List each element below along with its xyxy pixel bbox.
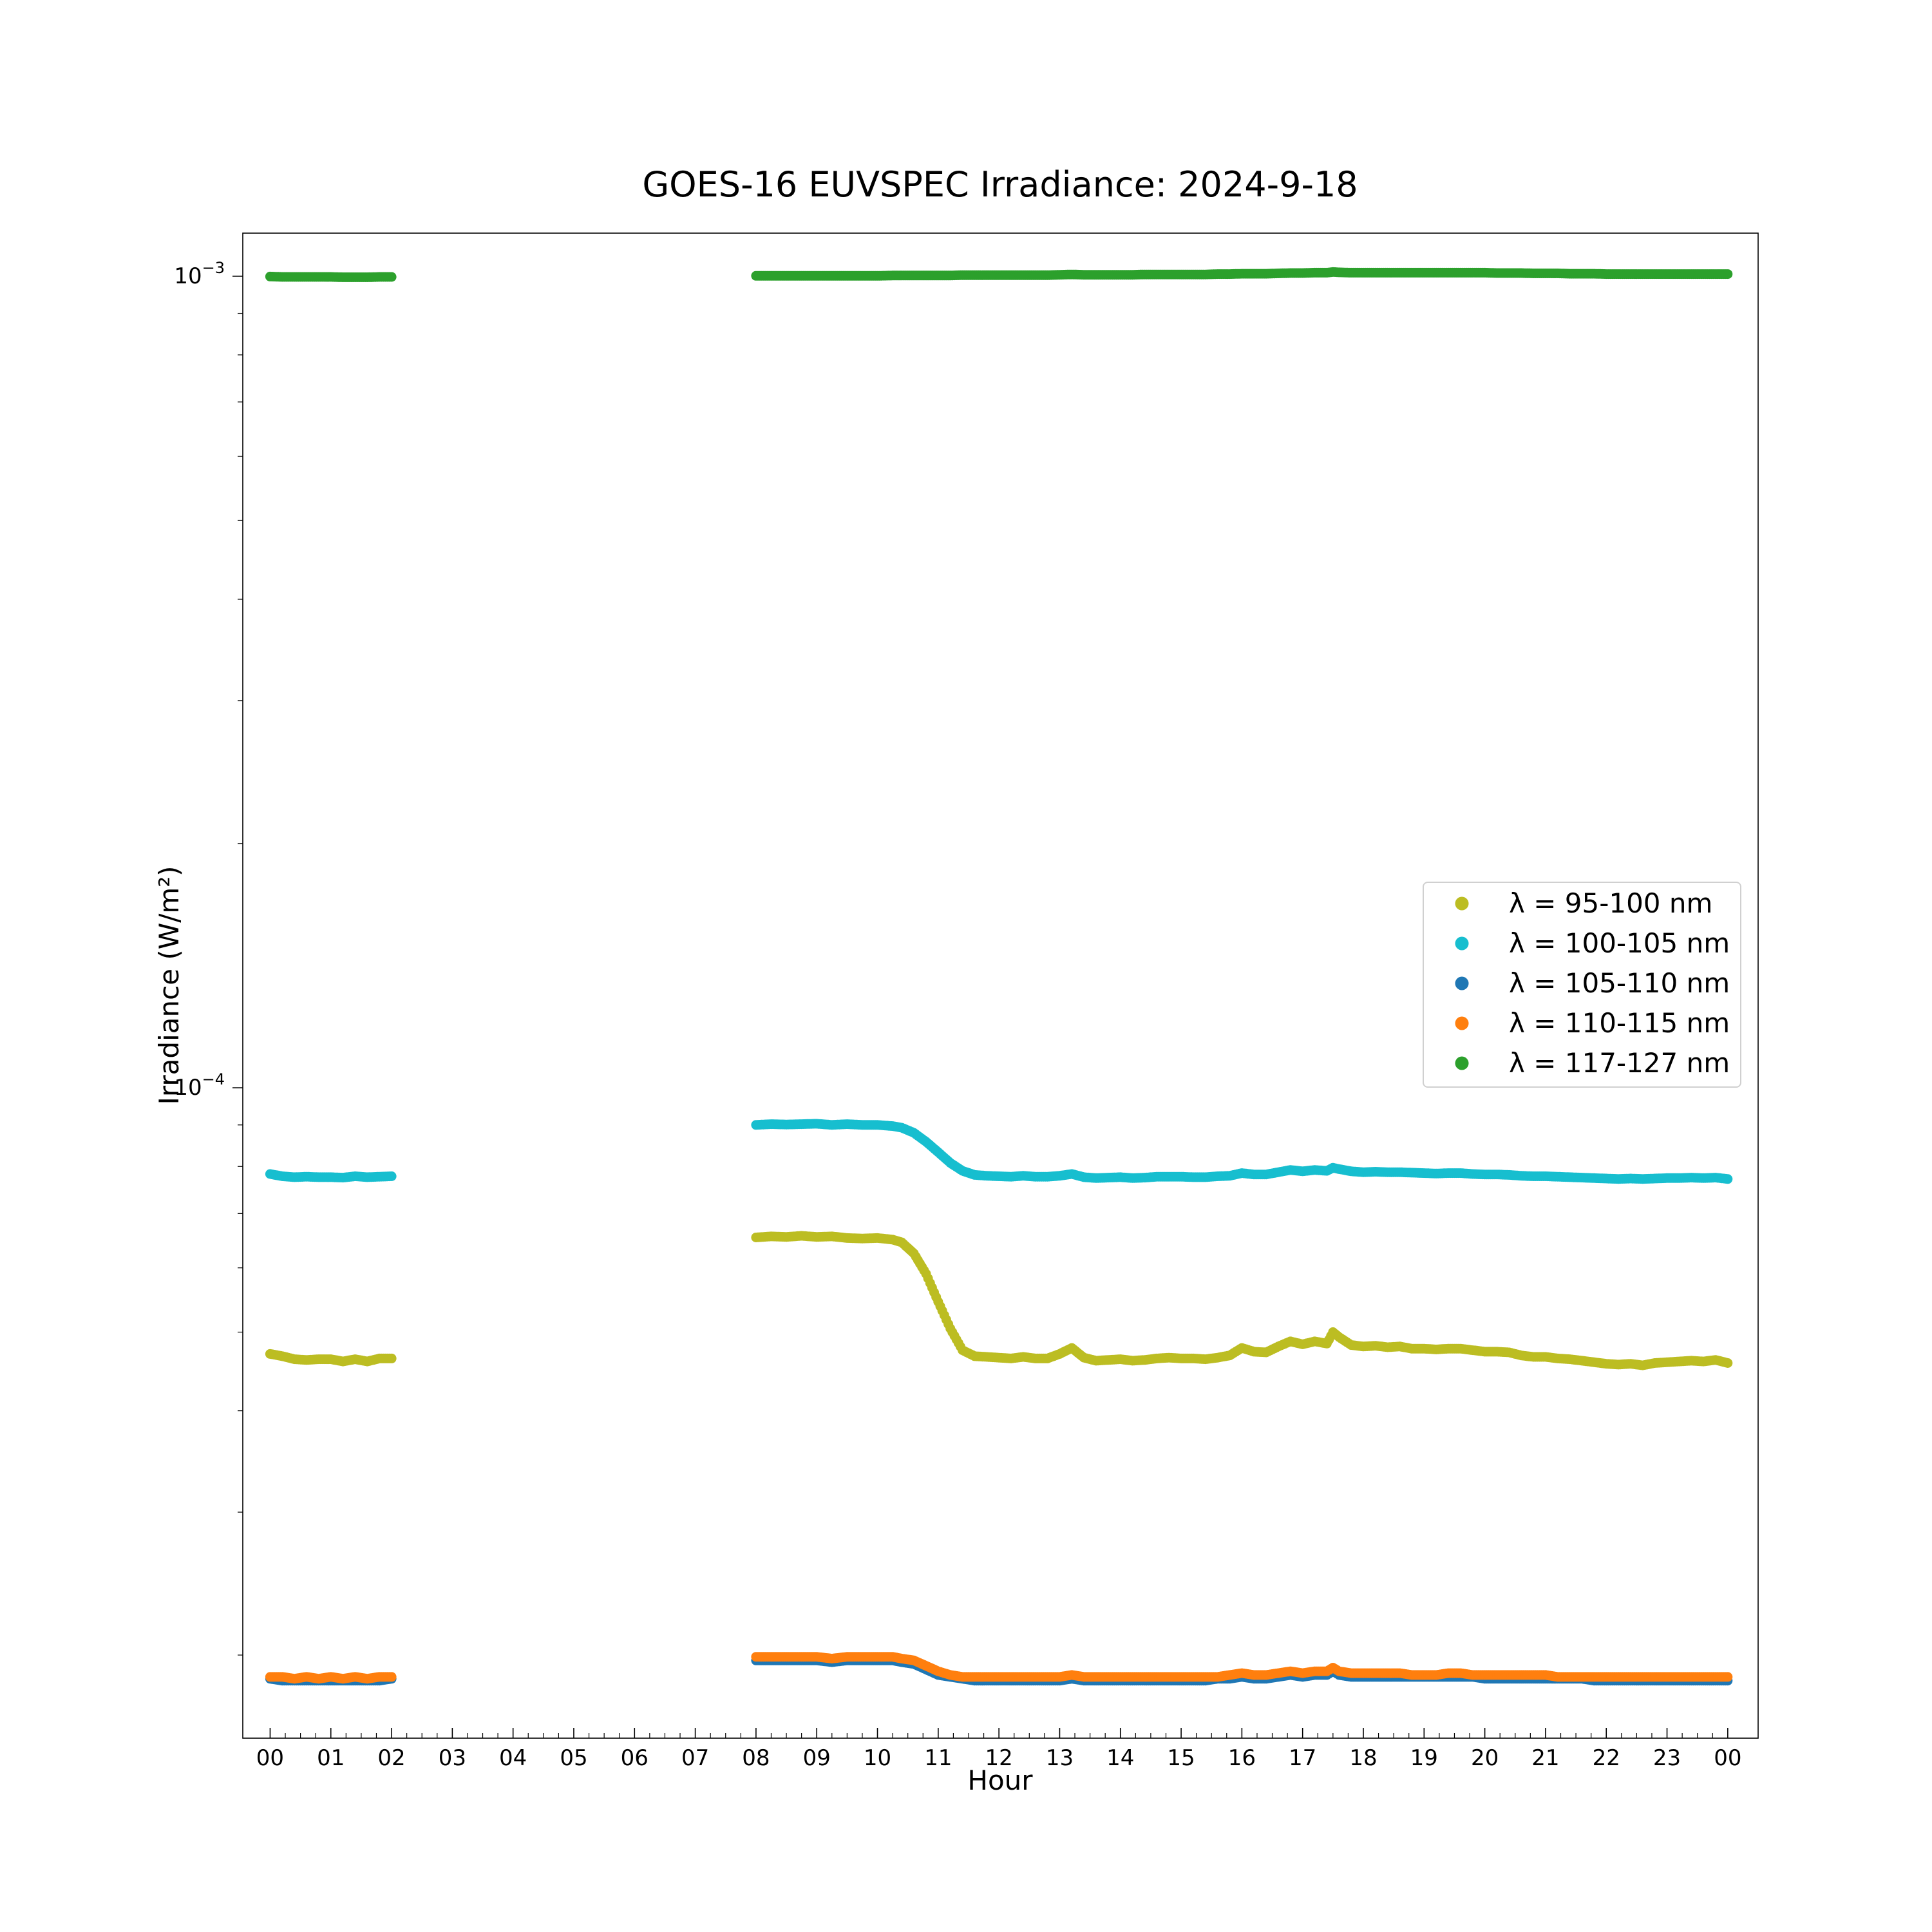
legend-box — [1423, 882, 1741, 1088]
legend-entry: λ = 110-115 nm — [1455, 1007, 1730, 1039]
legend-entry: λ = 117-127 nm — [1455, 1047, 1730, 1079]
data-point — [1723, 269, 1733, 279]
legend-marker — [1455, 976, 1469, 990]
x-tick-label: 23 — [1653, 1745, 1681, 1771]
series-5 — [265, 267, 1733, 282]
x-tick-label: 15 — [1167, 1745, 1195, 1771]
x-tick-label: 14 — [1106, 1745, 1134, 1771]
x-tick-label: 22 — [1593, 1745, 1620, 1771]
data-point — [386, 272, 397, 282]
y-tick-label: 10−4 — [174, 1070, 225, 1101]
series-1 — [265, 1231, 1733, 1370]
plot-area — [265, 267, 1733, 1686]
legend-marker — [1455, 896, 1469, 911]
x-tick-label: 06 — [621, 1745, 649, 1771]
data-point — [1723, 1672, 1733, 1682]
y-tick-label: 10−3 — [174, 259, 225, 289]
x-tick-label: 13 — [1046, 1745, 1074, 1771]
legend-label: λ = 95-100 nm — [1509, 887, 1712, 919]
legend-label: λ = 100-105 nm — [1509, 927, 1730, 959]
x-tick-label: 00 — [256, 1745, 284, 1771]
x-tick-label: 04 — [499, 1745, 527, 1771]
series-4 — [265, 1652, 1733, 1684]
chart-title: GOES-16 EUVSPEC Irradiance: 2024-9-18 — [642, 164, 1358, 205]
legend-label: λ = 105-110 nm — [1509, 967, 1730, 999]
x-tick-label: 02 — [377, 1745, 405, 1771]
y-axis-label: Irradiance (W/m²) — [153, 866, 185, 1104]
plot-frame — [242, 232, 1759, 1739]
data-point — [1723, 1174, 1733, 1184]
x-tick-label: 21 — [1531, 1745, 1559, 1771]
legend-marker — [1455, 936, 1469, 951]
x-tick-label: 09 — [803, 1745, 831, 1771]
x-tick-label: 12 — [985, 1745, 1013, 1771]
legend-label: λ = 110-115 nm — [1509, 1007, 1730, 1039]
x-tick-label: 16 — [1228, 1745, 1256, 1771]
x-tick-label: 07 — [681, 1745, 709, 1771]
series-2 — [265, 1119, 1733, 1184]
x-tick-label: 19 — [1410, 1745, 1438, 1771]
x-tick-label: 00 — [1714, 1745, 1741, 1771]
axis-ticks: 00 01 02 03 04 05 06 07 08 09 10 11 12 13 14 15 16 17 18 19… — [174, 259, 1741, 1771]
x-tick-label: 11 — [924, 1745, 952, 1771]
x-tick-label: 03 — [439, 1745, 466, 1771]
legend-entry: λ = 105-110 nm — [1455, 967, 1730, 999]
legend-label: λ = 117-127 nm — [1509, 1047, 1730, 1079]
x-tick-label: 20 — [1471, 1745, 1499, 1771]
x-tick-label: 05 — [560, 1745, 587, 1771]
data-point — [386, 1672, 397, 1682]
x-tick-label: 10 — [864, 1745, 891, 1771]
data-point — [386, 1171, 397, 1181]
x-tick-label: 08 — [742, 1745, 770, 1771]
data-point — [386, 1353, 397, 1363]
legend-marker — [1455, 1016, 1469, 1030]
x-axis-label: Hour — [967, 1765, 1033, 1796]
x-tick-label: 01 — [317, 1745, 345, 1771]
legend: λ = 95-100 nm λ = 100-105 nm λ = 105-110 n… — [1423, 882, 1741, 1088]
x-tick-label: 17 — [1289, 1745, 1316, 1771]
legend-entry: λ = 100-105 nm — [1455, 927, 1730, 959]
legend-marker — [1455, 1056, 1469, 1070]
legend-entry: λ = 95-100 nm — [1455, 887, 1712, 919]
data-point — [1723, 1358, 1733, 1368]
x-tick-label: 18 — [1349, 1745, 1377, 1771]
